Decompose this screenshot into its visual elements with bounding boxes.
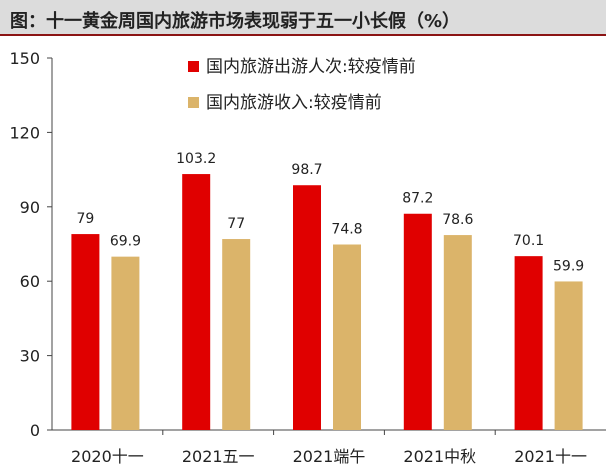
data-label: 79 [76, 211, 94, 227]
y-tick-label: 120 [9, 123, 40, 142]
bar-trips [293, 185, 321, 430]
x-category-label: 2021五一 [182, 447, 255, 466]
data-label: 74.8 [331, 221, 362, 237]
data-label: 78.6 [442, 212, 473, 228]
x-category-label: 2020十一 [71, 447, 144, 466]
bar-trips [514, 256, 543, 430]
y-axis: 0 30 60 90 120 150 [9, 49, 52, 440]
data-label: 69.9 [110, 234, 141, 250]
legend-swatch [188, 97, 199, 108]
bar-revenue [333, 244, 361, 430]
x-category-label: 2021十一 [514, 447, 587, 466]
data-label: 87.2 [402, 191, 433, 207]
bar-revenue [554, 281, 583, 430]
data-label: 98.7 [291, 162, 322, 178]
bar-revenue [111, 256, 140, 430]
y-tick-label: 0 [30, 421, 40, 440]
y-tick-label: 150 [9, 49, 40, 68]
bar-trips [182, 174, 211, 430]
data-label: 77 [227, 216, 245, 232]
bar-revenue [222, 239, 251, 430]
x-category-label: 2021端午 [293, 447, 366, 466]
data-label: 103.2 [176, 151, 216, 167]
legend-label: 国内旅游出游人次:较疫情前 [206, 57, 416, 77]
legend-swatch [188, 61, 199, 72]
legend-label: 国内旅游收入:较疫情前 [206, 93, 382, 113]
y-tick-label: 60 [20, 272, 40, 291]
bar-revenue [443, 235, 472, 430]
bar-trips [71, 234, 100, 430]
data-label: 70.1 [513, 233, 544, 249]
bar-trips [403, 213, 432, 430]
y-tick-label: 30 [20, 347, 40, 366]
x-category-label: 2021中秋 [403, 447, 476, 466]
plot-area: 79 69.9 103.2 77 98.7 74.8 87.2 78.6 70.1 59.9 [71, 151, 584, 430]
title-bar: 图：十一黄金周国内旅游市场表现弱于五一小长假（%） [0, 0, 606, 36]
y-tick-label: 90 [20, 198, 40, 217]
x-axis: 2020十一 2021五一 2021端午 2021中秋 2021十一 [71, 430, 587, 466]
chart-title: 图：十一黄金周国内旅游市场表现弱于五一小长假（%） [10, 11, 461, 32]
data-label: 59.9 [553, 258, 584, 274]
